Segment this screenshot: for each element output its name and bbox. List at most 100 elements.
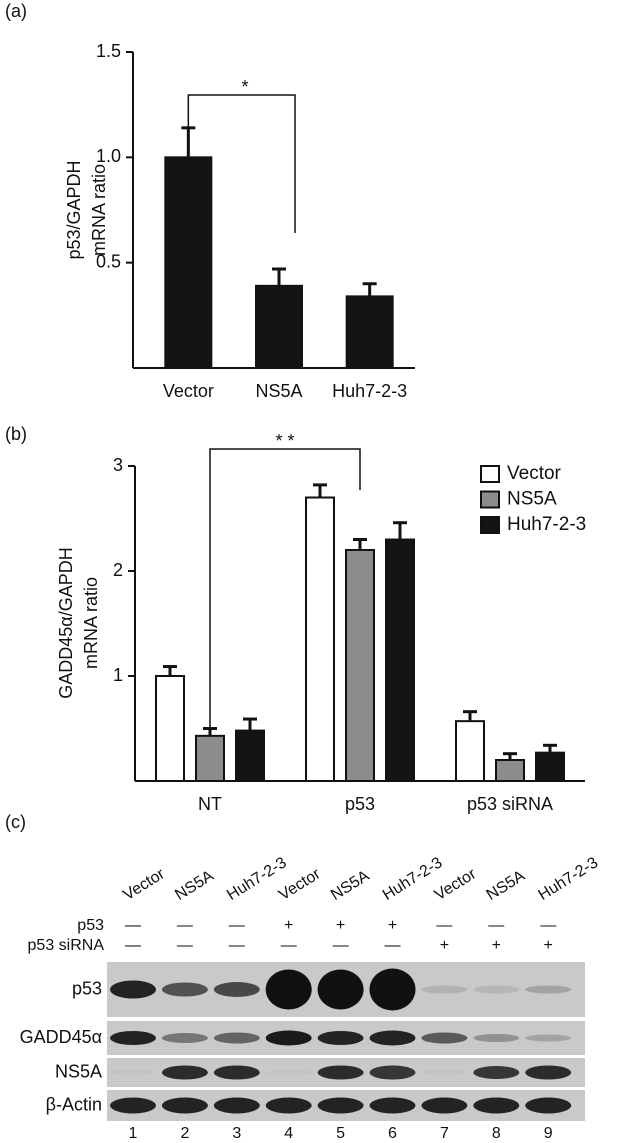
band (525, 1065, 572, 1080)
lane-label: Huh7-2-3 (536, 854, 602, 904)
band (266, 1070, 312, 1076)
band (110, 1097, 156, 1114)
bar (235, 729, 265, 782)
legend-label: Huh7-2-3 (507, 514, 586, 535)
condition-sign: + (284, 917, 293, 934)
band (473, 1034, 520, 1042)
row-label: p53 (72, 978, 102, 998)
band (110, 1070, 156, 1076)
x-tick-label: NS5A (255, 381, 302, 401)
y-axis-label: mRNA ratio (81, 577, 101, 669)
panel-label: (a) (5, 1, 27, 21)
y-axis-label: p53/GAPDH (64, 160, 84, 259)
row-label: GADD45α (20, 1027, 102, 1047)
band (265, 1097, 312, 1114)
significance-bracket (209, 448, 361, 728)
x-tick-label: Huh7-2-3 (332, 381, 407, 401)
condition-sign: + (440, 937, 449, 954)
band (161, 982, 208, 997)
band (421, 1097, 468, 1114)
band (265, 1030, 312, 1046)
bar (345, 295, 394, 369)
lane-number: 2 (180, 1125, 189, 1142)
lane-number: 6 (388, 1125, 397, 1142)
band (317, 1065, 364, 1080)
condition-sign: — (229, 937, 245, 954)
bar (535, 751, 565, 783)
condition-sign: + (544, 937, 553, 954)
band (525, 1097, 572, 1114)
condition-sign: — (125, 917, 141, 934)
band (265, 969, 312, 1010)
condition-sign: — (281, 937, 297, 954)
x-tick-label: Vector (163, 381, 214, 401)
band (473, 1097, 520, 1114)
bar (155, 675, 185, 782)
legend-swatch (480, 516, 500, 534)
condition-sign: + (492, 937, 501, 954)
condition-label: p53 siRNA (28, 937, 105, 954)
band (161, 1033, 208, 1043)
bar (385, 538, 415, 782)
lane-number: 7 (440, 1125, 449, 1142)
band (421, 1032, 468, 1044)
legend-swatch (480, 465, 500, 483)
condition-sign: + (388, 917, 397, 934)
y-tick-label: 1.0 (96, 146, 121, 166)
condition-sign: — (125, 937, 141, 954)
significance-mark: * * (275, 431, 294, 451)
x-tick-label: p53 (345, 794, 375, 814)
x-tick-label: NT (198, 794, 222, 814)
band (369, 1065, 416, 1080)
condition-sign: — (229, 917, 245, 934)
lane-number: 8 (492, 1125, 501, 1142)
legend-label: NS5A (507, 489, 557, 510)
band (213, 1065, 260, 1080)
band (369, 1097, 416, 1114)
lane-label: NS5A (328, 867, 373, 904)
lane-number: 9 (544, 1125, 553, 1142)
lane-label: NS5A (484, 867, 529, 904)
band (369, 968, 416, 1011)
band (317, 1097, 364, 1114)
y-tick-label: 0.5 (96, 251, 121, 271)
condition-sign: — (488, 917, 504, 934)
band (525, 1034, 572, 1042)
band (317, 1031, 364, 1045)
band (213, 1097, 260, 1114)
band (161, 1065, 208, 1080)
lane-number: 3 (232, 1125, 241, 1142)
bar (255, 284, 303, 369)
bar (164, 156, 213, 369)
lane-number: 1 (129, 1125, 138, 1142)
lane-number: 5 (336, 1125, 345, 1142)
significance-mark: * (241, 77, 248, 97)
lane-number: 4 (284, 1125, 293, 1142)
condition-label: p53 (77, 917, 104, 934)
lane-label: Vector (120, 865, 168, 904)
panel-label: (c) (5, 812, 26, 832)
condition-sign: — (177, 917, 193, 934)
condition-sign: — (540, 917, 556, 934)
condition-sign: — (436, 917, 452, 934)
legend-label: Vector (507, 463, 562, 484)
bar (495, 759, 525, 782)
y-tick-label: 1.5 (96, 41, 121, 61)
row-label: NS5A (55, 1061, 102, 1081)
band (161, 1097, 208, 1114)
y-tick-label: 1 (113, 665, 123, 685)
legend-swatch (480, 490, 500, 509)
y-axis-label: GADD45α/GAPDH (56, 547, 76, 698)
condition-sign: + (336, 917, 345, 934)
band (110, 980, 156, 999)
band (213, 1032, 260, 1044)
condition-sign: — (385, 937, 401, 954)
condition-sign: — (177, 937, 193, 954)
band (473, 985, 520, 994)
bar (195, 734, 225, 782)
significance-bracket (187, 94, 296, 233)
y-tick-label: 3 (113, 455, 123, 475)
band (525, 985, 572, 994)
